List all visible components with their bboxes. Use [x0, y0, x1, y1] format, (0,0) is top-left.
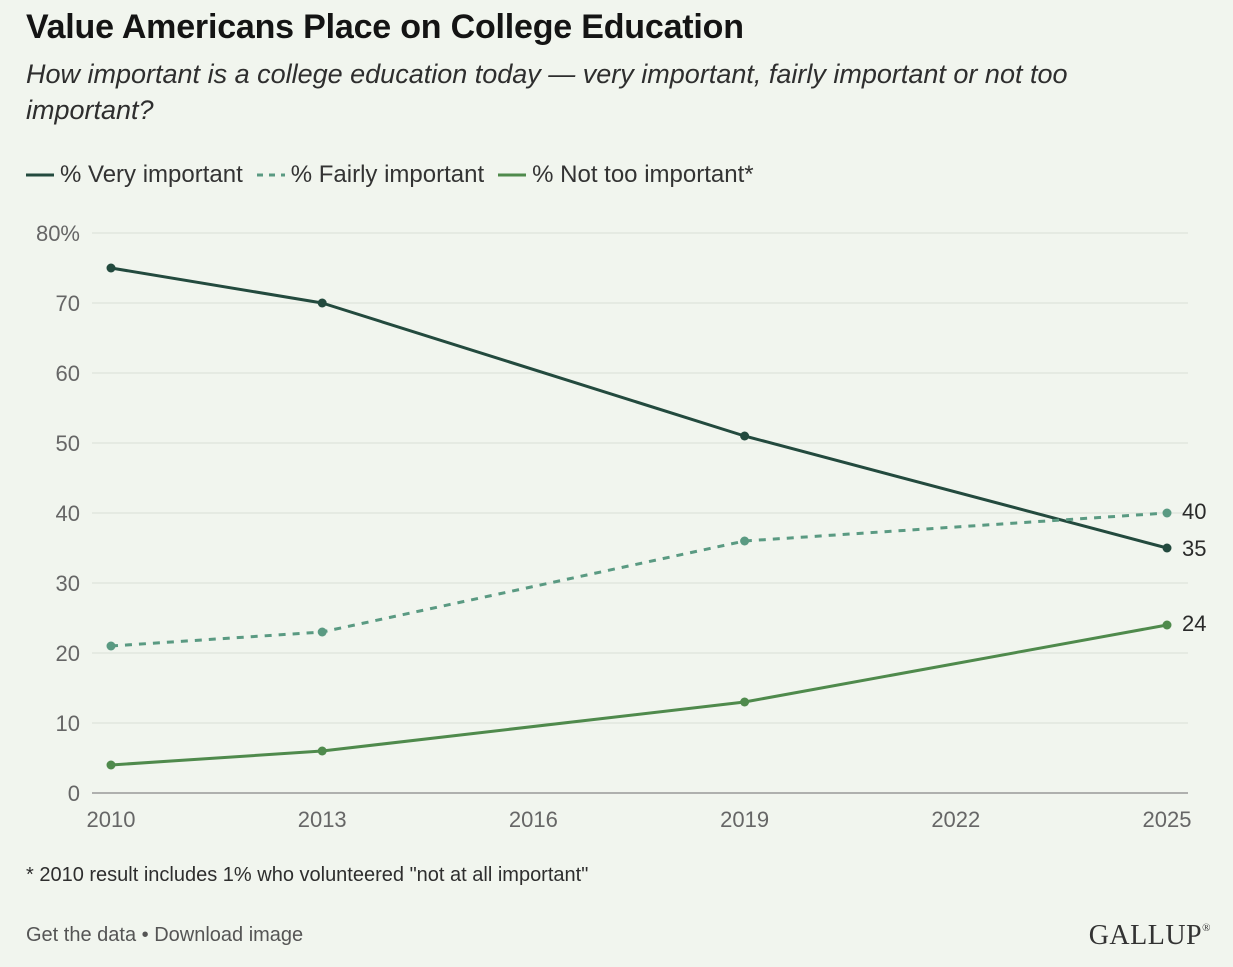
- y-tick-label: 10: [56, 711, 80, 736]
- y-tick-label: 70: [56, 291, 80, 316]
- legend-swatch-not-too-important: [498, 173, 527, 177]
- y-tick-label: 20: [56, 641, 80, 666]
- x-axis-ticks: 2010 2013 2016 2019 2022 2025: [87, 807, 1192, 832]
- legend-label-very-important: % Very important: [60, 161, 243, 188]
- legend-item-fairly-important: % Fairly important: [256, 161, 485, 189]
- x-tick-label: 2013: [298, 807, 347, 832]
- data-point-fairly-important: [1162, 508, 1172, 518]
- legend-label-not-too-important: % Not too important*: [532, 161, 754, 188]
- series-line-not-too-important: [109, 623, 1169, 767]
- brand-name: GALLUP: [1088, 920, 1203, 951]
- y-tick-label: 60: [56, 361, 80, 386]
- x-tick-label: 2022: [931, 807, 980, 832]
- data-point-very-important: [317, 298, 327, 308]
- x-tick-label: 2019: [720, 807, 769, 832]
- legend-swatch-very-important: [26, 173, 54, 177]
- legend-swatch-fairly-important: [256, 173, 285, 177]
- data-point-not-too-important: [317, 746, 327, 756]
- series-line-very-important: [109, 266, 1169, 550]
- y-axis-ticks: 80% 70 60 50 40 30 20 10 0: [36, 221, 80, 806]
- y-tick-label: 50: [56, 431, 80, 456]
- data-point-very-important: [740, 431, 750, 441]
- chart-subtitle: How important is a college education tod…: [26, 59, 1068, 125]
- gallup-logo: GALLUP®: [1089, 920, 1211, 952]
- legend-label-fairly-important: % Fairly important: [290, 161, 485, 188]
- footnote: * 2010 result includes 1% who volunteere…: [26, 864, 589, 886]
- series-line-fairly-important: [110, 511, 1168, 648]
- y-tick-label: 40: [56, 501, 80, 526]
- footer-separator: •: [136, 924, 155, 946]
- data-point-fairly-important: [740, 536, 750, 546]
- footer-links: Get the data • Download image: [26, 924, 303, 947]
- legend-item-not-too-important: % Not too important*: [498, 161, 754, 189]
- data-point-very-important: [1162, 543, 1172, 553]
- grid-lines: [92, 232, 1188, 794]
- data-point-very-important: [106, 263, 116, 273]
- legend-item-very-important: % Very important: [26, 161, 243, 189]
- data-point-not-too-important: [740, 697, 750, 707]
- series-lines: [106, 263, 1172, 770]
- end-label-very-important: 35: [1182, 536, 1206, 561]
- x-tick-label: 2016: [509, 807, 558, 832]
- y-tick-label: 0: [68, 781, 80, 806]
- chart-title: Value Americans Place on College Educati…: [26, 8, 744, 46]
- end-labels: 35 40 24: [1182, 499, 1206, 636]
- data-point-not-too-important: [1162, 620, 1172, 630]
- get-the-data-link[interactable]: Get the data: [26, 924, 137, 946]
- legend: % Very important % Fairly important % No…: [26, 158, 768, 192]
- y-tick-label: 80%: [36, 221, 80, 246]
- data-point-fairly-important: [106, 641, 116, 651]
- download-image-link[interactable]: Download image: [154, 924, 304, 946]
- data-point-fairly-important: [317, 627, 327, 637]
- data-point-not-too-important: [106, 760, 116, 770]
- end-label-fairly-important: 40: [1182, 499, 1206, 524]
- x-tick-label: 2010: [87, 807, 136, 832]
- end-label-not-too-important: 24: [1182, 611, 1206, 636]
- y-tick-label: 30: [56, 571, 80, 596]
- x-tick-label: 2025: [1143, 807, 1192, 832]
- brand-mark: ®: [1202, 922, 1211, 934]
